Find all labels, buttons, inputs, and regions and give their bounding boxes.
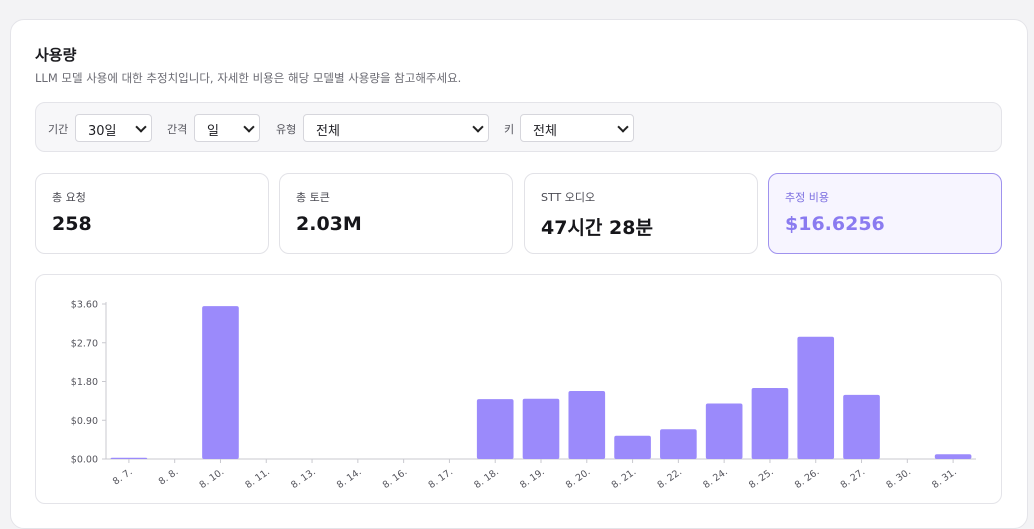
stat-total-tokens: 총 토큰 2.03M xyxy=(279,173,513,254)
chevron-down-icon xyxy=(135,121,147,133)
x-tick-label: 8. 18. xyxy=(472,466,501,491)
x-tick-label: 8. 25. xyxy=(747,466,776,491)
x-tick-label: 8. 21. xyxy=(610,466,639,491)
y-tick-label: $2.70 xyxy=(71,338,98,349)
bar xyxy=(934,454,972,459)
stat-label: 총 요청 xyxy=(52,191,86,204)
x-tick-label: 8. 8. xyxy=(157,466,181,487)
x-tick-label: 8. 17. xyxy=(427,466,456,491)
bar xyxy=(705,403,743,459)
stat-estimated-cost: 추정 비용 $16.6256 xyxy=(768,173,1002,254)
chevron-down-icon xyxy=(243,121,255,133)
key-label: 키 xyxy=(504,123,515,136)
bar xyxy=(660,429,697,459)
bar xyxy=(797,336,835,459)
y-tick-label: $1.80 xyxy=(71,377,98,388)
usage-card: 사용량 LLM 모델 사용에 대한 추정치입니다, 자세한 비용은 해당 모델별… xyxy=(10,19,1028,529)
page-subtitle: LLM 모델 사용에 대한 추정치입니다, 자세한 비용은 해당 모델별 사용량… xyxy=(35,71,462,85)
x-tick-label: 8. 27. xyxy=(839,466,868,491)
stat-stt-audio: STT 오디오 47시간 28분 xyxy=(524,173,758,254)
x-tick-label: 8. 11. xyxy=(243,466,272,491)
stat-value: $16.6256 xyxy=(785,213,885,235)
type-label: 유형 xyxy=(276,123,297,136)
stat-label: 총 토큰 xyxy=(296,191,330,204)
interval-select[interactable]: 일 xyxy=(194,114,260,142)
stat-value: 258 xyxy=(52,213,92,235)
x-tick-label: 8. 24. xyxy=(701,466,730,491)
stat-label: 추정 비용 xyxy=(785,191,829,204)
bar xyxy=(568,390,606,459)
stat-total-requests: 총 요청 258 xyxy=(35,173,269,254)
key-select-value: 전체 xyxy=(533,124,557,139)
stat-label: STT 오디오 xyxy=(541,191,596,204)
x-tick-label: 8. 26. xyxy=(793,466,822,491)
bar xyxy=(751,387,789,459)
type-select-value: 전체 xyxy=(316,124,340,139)
x-tick-label: 8. 13. xyxy=(289,466,318,491)
key-select[interactable]: 전체 xyxy=(520,114,634,142)
bar xyxy=(202,306,239,459)
chevron-down-icon xyxy=(472,121,484,133)
x-tick-label: 8. 14. xyxy=(335,466,364,491)
interval-label: 간격 xyxy=(167,123,188,136)
stat-value: 47시간 28분 xyxy=(541,217,653,239)
y-tick-label: $0.00 xyxy=(71,455,98,466)
bar xyxy=(110,457,148,459)
period-label: 기간 xyxy=(48,123,69,136)
x-tick-label: 8. 16. xyxy=(381,466,410,491)
y-tick-label: $0.90 xyxy=(71,416,98,427)
x-tick-label: 8. 10. xyxy=(198,466,227,491)
cost-bar-chart: $0.00 $0.90 $1.80 $2.70 $3.60 8. 7. 8. 8. 8. 10… xyxy=(71,300,976,491)
x-tick-label: 8. 19. xyxy=(518,466,547,491)
filter-bar: 기간 30일 간격 일 유형 전체 키 전체 xyxy=(35,102,1002,152)
y-tick-label: $3.60 xyxy=(71,300,98,311)
bar xyxy=(522,398,560,459)
cost-chart-panel: $0.00 $0.90 $1.80 $2.70 $3.60 8. 7. 8. 8. 8. 10… xyxy=(35,274,1002,504)
bar xyxy=(614,435,651,459)
x-tick-label: 8. 31. xyxy=(930,466,959,491)
chevron-down-icon xyxy=(617,121,629,133)
x-tick-label: 8. 7. xyxy=(111,466,135,487)
stat-value: 2.03M xyxy=(296,213,362,235)
period-select[interactable]: 30일 xyxy=(75,114,152,142)
type-select[interactable]: 전체 xyxy=(303,114,489,142)
interval-select-value: 일 xyxy=(207,124,219,139)
x-tick-label: 8. 22. xyxy=(655,466,684,491)
x-tick-label: 8. 20. xyxy=(564,466,593,491)
bar xyxy=(476,399,514,459)
period-select-value: 30일 xyxy=(88,124,117,139)
x-tick-label: 8. 30. xyxy=(884,466,913,491)
page-title: 사용량 xyxy=(35,46,77,64)
bar xyxy=(843,394,880,459)
